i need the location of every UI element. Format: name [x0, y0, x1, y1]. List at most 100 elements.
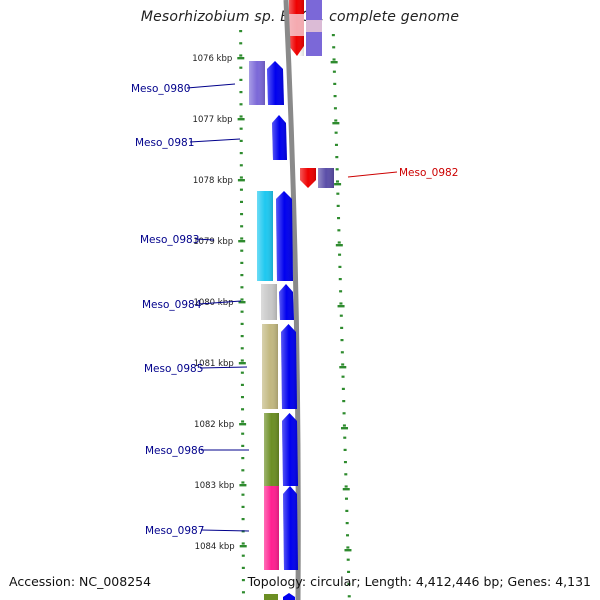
minor-tick: [340, 339, 344, 342]
minor-tick: [241, 542, 245, 545]
minor-tick: [240, 274, 244, 277]
minor-tick: [239, 103, 243, 106]
gene-meso_0982[interactable]: Meso_0982: [300, 167, 458, 188]
minor-tick: [346, 546, 350, 549]
scale-label: 1081 kbp: [194, 359, 234, 369]
minor-tick: [343, 461, 347, 464]
gene-label[interactable]: Meso_0981: [135, 137, 194, 149]
backbone-curve: [283, 0, 301, 600]
minor-tick: [340, 351, 344, 354]
minor-tick: [345, 509, 349, 512]
gene-label[interactable]: Meso_0984: [142, 299, 202, 311]
minor-tick: [342, 424, 346, 427]
bottom-partial-gene: [283, 593, 295, 600]
minor-tick: [239, 30, 243, 33]
gene-meso_0981[interactable]: Meso_0981: [135, 115, 287, 160]
minor-tick: [339, 290, 343, 293]
gene-leader-line: [347, 171, 398, 178]
minor-tick: [337, 241, 341, 244]
minor-tick: [239, 188, 243, 191]
cog-bar-shade: [264, 413, 279, 486]
major-tick: [239, 484, 247, 487]
partial-genes-top: [289, 0, 322, 56]
gene-arrow-shade: [282, 413, 298, 486]
scale-label: 1078 kbp: [193, 176, 233, 186]
major-tick: [237, 57, 245, 60]
partial-cog-bar-highlight: [306, 20, 322, 32]
minor-tick: [240, 310, 244, 313]
minor-tick: [241, 408, 245, 411]
minor-tick: [341, 375, 345, 378]
minor-tick: [241, 579, 245, 582]
gene-meso_0984[interactable]: Meso_0984: [142, 284, 294, 320]
minor-tick: [240, 335, 244, 338]
gene-label[interactable]: Meso_0986: [145, 445, 205, 457]
minor-tick: [338, 278, 342, 281]
minor-tick: [241, 518, 245, 521]
cog-bar-shade: [257, 191, 273, 281]
cog-bar-shade: [318, 168, 334, 188]
major-tick: [330, 61, 338, 64]
gene-meso_0980[interactable]: Meso_0980: [131, 61, 284, 105]
minor-tick: [240, 237, 244, 240]
gene-meso_0985[interactable]: Meso_0985: [144, 324, 297, 409]
minor-tick: [239, 176, 243, 179]
scale-label: 1084 kbp: [195, 542, 235, 552]
minor-tick: [240, 383, 244, 386]
gene-label[interactable]: Meso_0982: [399, 167, 458, 179]
gene-tracks: Meso_0980 Meso_0981 Meso_0982 Meso_0983 Meso…: [131, 61, 458, 570]
gene-arrow-shade: [279, 284, 294, 320]
gene-meso_0986[interactable]: Meso_0986: [145, 413, 298, 486]
gene-meso_0987[interactable]: Meso_0987: [145, 486, 298, 570]
major-tick: [332, 122, 340, 125]
minor-tick: [338, 265, 342, 268]
gene-label[interactable]: Meso_0985: [144, 363, 203, 375]
minor-tick: [335, 180, 339, 183]
minor-tick: [239, 54, 243, 57]
gene-arrow-shade: [267, 61, 284, 105]
major-tick: [342, 488, 350, 491]
minor-tick: [337, 229, 341, 232]
gene-leader-line: [186, 83, 236, 89]
scale-label: 1083 kbp: [194, 481, 234, 491]
minor-tick: [344, 473, 348, 476]
minor-tick: [240, 249, 244, 252]
minor-tick: [336, 204, 340, 207]
minor-tick: [331, 34, 335, 37]
minor-tick: [334, 143, 338, 146]
minor-tick: [338, 253, 342, 256]
minor-tick: [333, 107, 337, 110]
gene-label[interactable]: Meso_0987: [145, 525, 204, 537]
minor-tick: [240, 200, 244, 203]
minor-tick: [339, 314, 343, 317]
minor-tick: [241, 420, 245, 423]
gene-label[interactable]: Meso_0983: [140, 234, 199, 246]
gene-leader-line: [199, 366, 248, 369]
cog-bar-shade: [249, 61, 265, 105]
major-tick: [238, 301, 246, 304]
minor-tick: [241, 554, 245, 557]
minor-tick: [334, 131, 338, 134]
minor-tick: [241, 444, 245, 447]
minor-tick: [342, 412, 346, 415]
minor-tick: [240, 225, 244, 228]
minor-tick: [240, 286, 244, 289]
minor-tick: [240, 347, 244, 350]
minor-tick: [241, 481, 245, 484]
scale-label: 1082 kbp: [194, 420, 234, 430]
gene-leader-line: [198, 300, 242, 305]
accession-text: Accession: NC_008254: [9, 574, 152, 589]
gene-arrow-shade: [276, 191, 293, 281]
minor-tick: [343, 436, 347, 439]
minor-tick: [341, 363, 345, 366]
gene-label[interactable]: Meso_0980: [131, 83, 190, 95]
tick-column-right: [331, 34, 351, 598]
gene-meso_0983[interactable]: Meso_0983: [140, 191, 293, 281]
minor-tick: [239, 115, 243, 118]
minor-tick: [344, 497, 348, 500]
minor-tick: [239, 139, 243, 142]
minor-tick: [239, 152, 243, 155]
minor-tick: [335, 168, 339, 171]
minor-tick: [340, 326, 344, 329]
minor-tick: [240, 359, 244, 362]
